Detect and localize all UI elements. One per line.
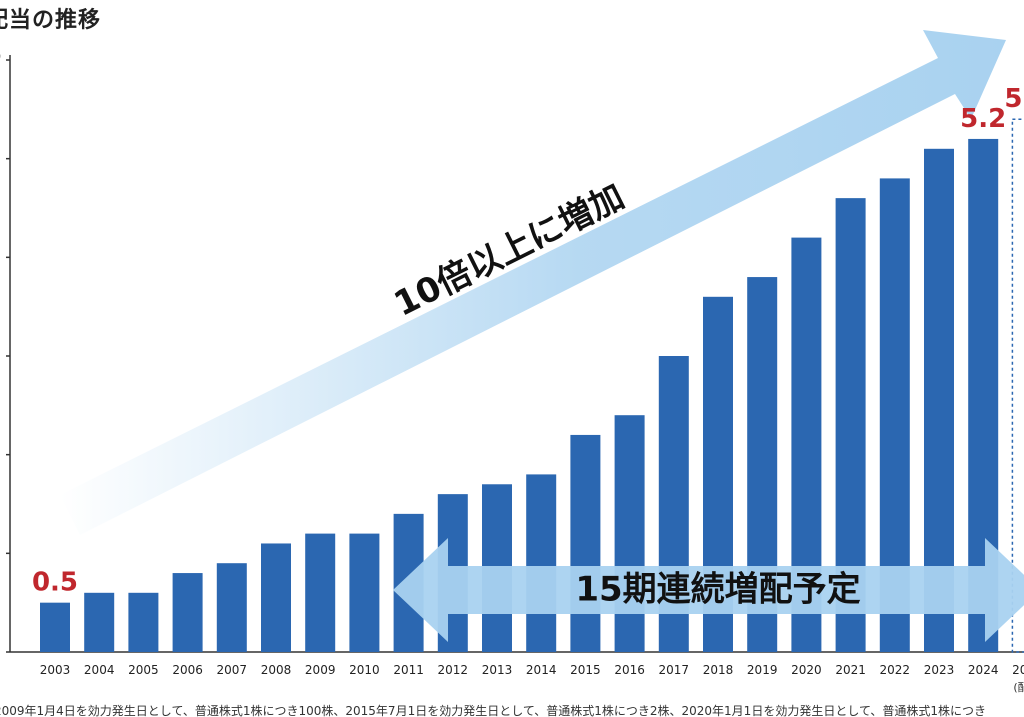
x-tick-label-2014: 2014 [526, 663, 557, 677]
x-tick-label-2021: 2021 [835, 663, 866, 677]
value-label-2025: 5.4 [1004, 84, 1024, 114]
x-tick-label-2015: 2015 [570, 663, 601, 677]
chart-title: 配当の推移 [0, 8, 102, 33]
y-unit-label: (円) [0, 49, 1, 63]
bar-2006 [172, 573, 203, 652]
x-tick-label-2007: 2007 [217, 663, 248, 677]
x-tick-label-2024: 2024 [968, 663, 999, 677]
bar-2009 [305, 533, 336, 652]
x-tick-label-2025: 2025 [1012, 663, 1024, 677]
bar-2010 [349, 533, 380, 652]
x-tick-label-2022: 2022 [880, 663, 911, 677]
x-tick-label-2008: 2008 [261, 663, 292, 677]
value-label-2003: 0.5 [32, 568, 78, 598]
bar-2005 [128, 592, 159, 652]
value-label-2024: 5.2 [960, 104, 1006, 134]
x-tick-label-2016: 2016 [614, 663, 645, 677]
x-tick-label-2009: 2009 [305, 663, 336, 677]
bar-2003 [40, 602, 70, 652]
forecast-note: (配当予想) [1013, 680, 1024, 694]
x-tick-label-2004: 2004 [84, 663, 115, 677]
x-tick-label-2018: 2018 [703, 663, 734, 677]
streak-arrow-shape [393, 538, 1024, 642]
x-tick-label-2003: 2003 [40, 663, 71, 677]
x-tick-label-2005: 2005 [128, 663, 159, 677]
streak-annotation: 15期連続増配予定 [575, 570, 860, 610]
bar-2015 [570, 434, 601, 652]
x-tick-label-2006: 2006 [172, 663, 203, 677]
growth-arrow-shape [60, 30, 1006, 535]
streak-arrow: 15期連続増配予定 [393, 538, 1024, 642]
x-tick-label-2011: 2011 [393, 663, 424, 677]
bar-2004 [84, 592, 115, 652]
x-tick-label-2010: 2010 [349, 663, 380, 677]
x-tick-label-2019: 2019 [747, 663, 778, 677]
bar-2007 [216, 563, 247, 652]
x-tick-label-2013: 2013 [482, 663, 513, 677]
x-tick-label-2017: 2017 [659, 663, 690, 677]
x-tick-label-2012: 2012 [438, 663, 469, 677]
footnote: 2009年1月4日を効力発生日として、普通株式1株につき100株、2015年7月… [0, 704, 986, 717]
x-tick-label-2023: 2023 [924, 663, 955, 677]
bar-2008 [261, 543, 291, 652]
bar-2016 [614, 415, 645, 652]
bar-2014 [526, 474, 557, 652]
x-tick-label-2020: 2020 [791, 663, 822, 677]
